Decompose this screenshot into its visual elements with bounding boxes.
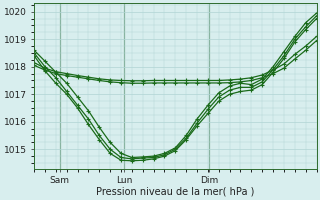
X-axis label: Pression niveau de la mer( hPa ): Pression niveau de la mer( hPa ) bbox=[96, 187, 254, 197]
